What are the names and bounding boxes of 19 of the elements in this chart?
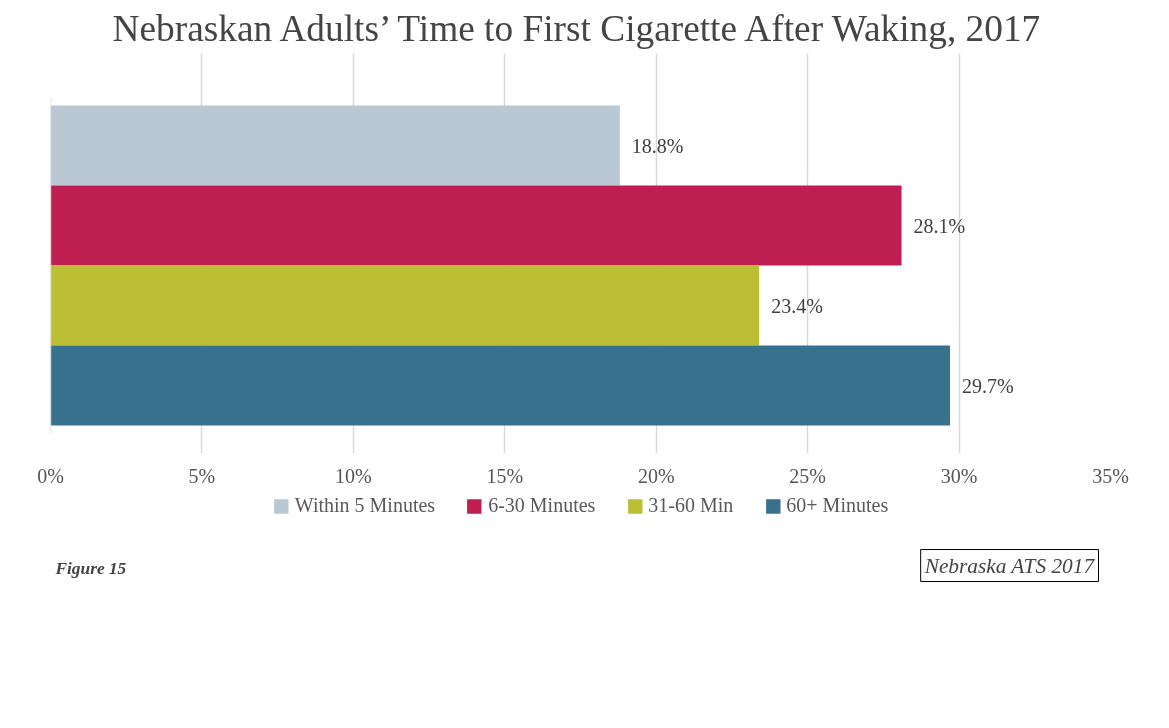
legend-label: 6-30 Minutes	[488, 494, 596, 517]
x-tick-label: 30%	[940, 464, 978, 487]
x-tick-label: 0%	[37, 464, 64, 487]
chart-title: Nebraskan Adults’ Time to First Cigarette After Waking, 2017	[112, 7, 1041, 49]
data-label: 28.1%	[913, 214, 966, 237]
x-tick-label: 25%	[789, 464, 826, 487]
text: Nebraska ATS 2017	[923, 553, 1096, 578]
caption: Figure 15	[54, 558, 127, 578]
legend-label: 31-60 Min	[648, 494, 734, 517]
x-tick-label: 15%	[486, 464, 524, 487]
x-tick-label: 5%	[188, 464, 216, 487]
legend-label: Within 5 Minutes	[294, 494, 436, 517]
data-label: 29.7%	[961, 374, 1014, 397]
legend-label: 60+ Minutes	[786, 494, 889, 517]
x-tick-label: 20%	[637, 464, 675, 487]
data-label: 23.4%	[771, 294, 823, 317]
data-label: 18.8%	[631, 134, 684, 157]
x-tick-label: 10%	[335, 464, 372, 487]
x-tick-label: 35%	[1092, 464, 1129, 487]
